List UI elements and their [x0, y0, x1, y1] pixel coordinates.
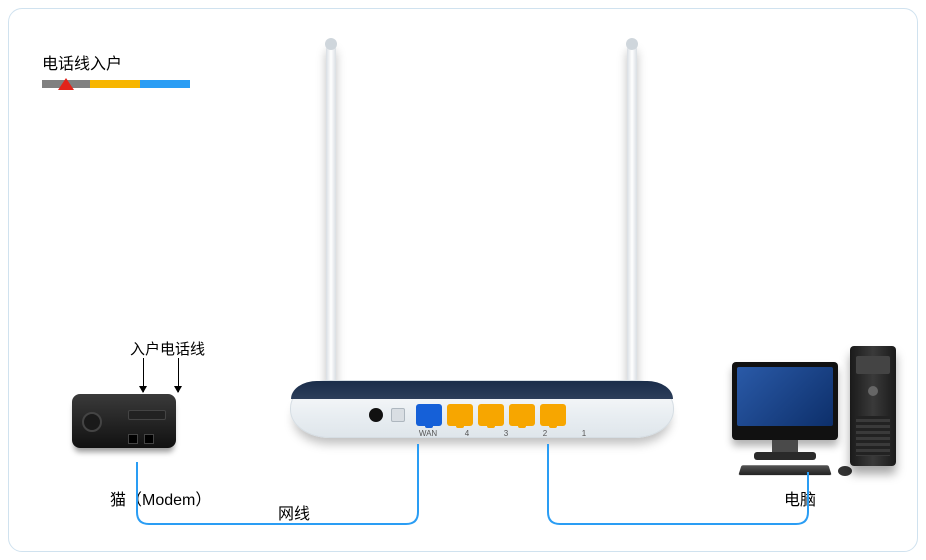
tower-power-icon: [868, 386, 878, 396]
port-label: 1: [571, 429, 597, 438]
label-phone-line: 入户电话线: [130, 338, 205, 359]
lan-port: [447, 404, 473, 426]
modem-device: [72, 394, 190, 466]
port-label: 4: [454, 429, 480, 438]
monitor: [732, 362, 838, 440]
router-antenna: [627, 44, 637, 384]
legend-triangle-icon: [58, 78, 74, 90]
router-port-panel: [369, 401, 597, 429]
legend: 电话线入户: [42, 50, 190, 88]
port-label: 2: [532, 429, 558, 438]
modem-indicator-icon: [82, 412, 102, 432]
modem-port: [128, 434, 138, 444]
lan-port: [540, 404, 566, 426]
port-label: WAN: [415, 429, 441, 438]
router-device: WAN 4 3 2 1: [290, 380, 674, 458]
monitor-screen: [737, 367, 833, 426]
label-computer: 电脑: [784, 486, 816, 510]
label-ethernet: 网线: [278, 500, 310, 524]
router-button: [391, 408, 405, 422]
arrow-down-icon: [178, 358, 179, 392]
monitor-foot: [754, 452, 816, 460]
port-label: 3: [493, 429, 519, 438]
tower-vent: [856, 416, 890, 456]
diagram-canvas: 电话线入户 WAN 4 3 2 1: [0, 0, 926, 560]
label-modem: 猫（Modem）: [110, 486, 211, 510]
tower-drive: [856, 356, 890, 374]
antenna-cap: [325, 38, 337, 50]
port-labels: WAN 4 3 2 1: [415, 429, 597, 438]
antenna-cap: [626, 38, 638, 50]
router-top-strip: [291, 381, 673, 399]
legend-segment: [140, 80, 190, 88]
pc-tower: [850, 346, 896, 466]
legend-title: 电话线入户: [42, 50, 190, 74]
lan-port: [509, 404, 535, 426]
modem-port: [144, 434, 154, 444]
arrow-down-icon: [143, 358, 144, 392]
power-jack-icon: [369, 408, 383, 422]
legend-bar: [42, 80, 190, 88]
lan-port: [478, 404, 504, 426]
wan-port: [416, 404, 442, 426]
legend-segment: [90, 80, 140, 88]
router-body: WAN 4 3 2 1: [290, 380, 674, 438]
modem-body: [72, 394, 176, 448]
modem-slot: [128, 410, 166, 420]
mouse: [838, 466, 852, 476]
computer-device: [732, 346, 902, 474]
router-antenna: [326, 44, 336, 384]
keyboard: [738, 465, 831, 475]
